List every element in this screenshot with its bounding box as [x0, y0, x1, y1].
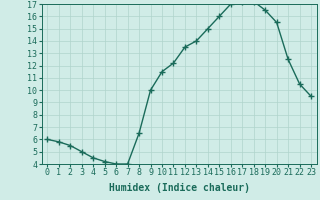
X-axis label: Humidex (Indice chaleur): Humidex (Indice chaleur) [109, 183, 250, 193]
